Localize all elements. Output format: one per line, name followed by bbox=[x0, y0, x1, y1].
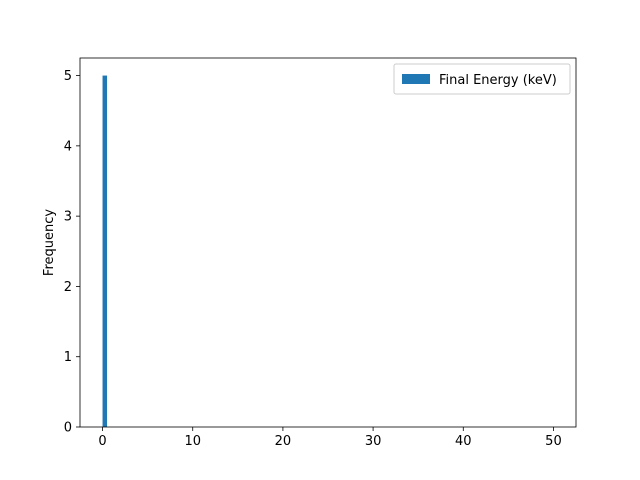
x-tick-label: 10 bbox=[184, 434, 201, 449]
x-tick-label: 40 bbox=[455, 434, 472, 449]
y-tick-label: 5 bbox=[64, 69, 72, 84]
y-axis-ticks: 0 1 2 3 4 5 bbox=[64, 69, 80, 436]
legend-box bbox=[393, 63, 571, 95]
x-tick-label: 0 bbox=[98, 434, 106, 449]
y-tick-label: 4 bbox=[64, 139, 72, 154]
histogram-bar bbox=[102, 75, 108, 428]
y-tick-label: 2 bbox=[64, 280, 72, 295]
y-tick-label: 3 bbox=[64, 210, 72, 225]
x-tick-label: 30 bbox=[365, 434, 382, 449]
x-tick-label: 20 bbox=[275, 434, 292, 449]
x-tick-label: 50 bbox=[545, 434, 562, 449]
bars-layer bbox=[102, 75, 108, 428]
plot-area-frame bbox=[79, 57, 577, 428]
y-tick-label: 0 bbox=[64, 421, 72, 436]
legend: Final Energy (keV) bbox=[393, 63, 571, 95]
y-tick-label: 1 bbox=[64, 350, 72, 365]
x-axis-ticks: 0 10 20 30 40 50 bbox=[98, 427, 562, 449]
legend-swatch bbox=[402, 74, 430, 84]
legend-label: Final Energy (keV) bbox=[439, 73, 557, 88]
y-axis-label: Frequency bbox=[42, 209, 57, 276]
